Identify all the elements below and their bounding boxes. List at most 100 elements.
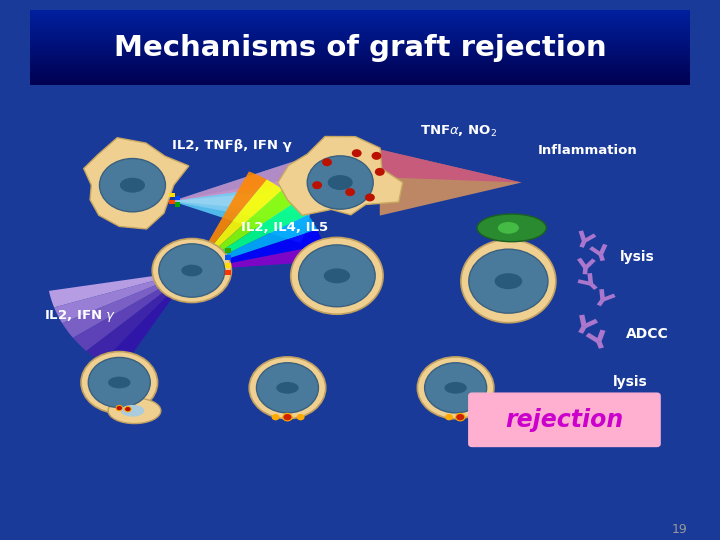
Circle shape [457,414,465,420]
Bar [30,14,690,15]
Bar [30,55,690,56]
Circle shape [469,249,548,313]
Bar [30,29,690,30]
Bar [30,46,690,47]
Bar [30,66,690,67]
Polygon shape [49,271,192,307]
Bar [30,28,690,29]
Text: Mechanisms of graft rejection: Mechanisms of graft rejection [114,33,606,62]
Circle shape [159,244,225,297]
Bar [30,39,690,40]
Circle shape [418,357,494,418]
Circle shape [116,406,122,411]
Polygon shape [102,271,192,372]
Bar [583,233,596,242]
Bar [30,57,690,58]
Polygon shape [172,159,308,201]
Bar [577,258,588,269]
Bar [579,315,587,327]
Ellipse shape [108,398,161,423]
Polygon shape [54,271,192,323]
Bar [30,37,690,38]
Circle shape [283,414,292,421]
Ellipse shape [181,265,202,276]
Bar [30,15,690,16]
Bar [30,83,690,84]
Bar [30,76,690,77]
Bar [582,268,588,274]
Polygon shape [192,230,323,271]
Bar [30,69,690,70]
Bar [30,16,690,17]
Bar [30,59,690,60]
Bar [598,254,605,261]
Bar [30,31,690,32]
Bar [225,248,230,253]
Text: ADCC: ADCC [626,327,668,341]
Circle shape [256,363,318,413]
Bar [30,30,690,31]
Circle shape [271,414,279,420]
Bar [30,77,690,78]
Bar [30,38,690,39]
Bar [30,72,690,73]
Bar [30,52,690,53]
Ellipse shape [444,382,467,394]
Text: rejection: rejection [505,408,624,432]
Ellipse shape [498,222,519,234]
Bar [30,79,690,80]
Ellipse shape [461,240,556,323]
Circle shape [125,407,131,412]
Bar [30,12,690,13]
Bar [30,49,690,50]
Ellipse shape [324,268,350,284]
Polygon shape [84,138,189,229]
Bar [169,193,175,197]
Bar [598,244,608,255]
Bar [30,58,690,59]
Text: TNF$\alpha$, NO$_2$: TNF$\alpha$, NO$_2$ [420,124,498,139]
Polygon shape [379,150,521,183]
Bar [30,71,690,72]
Circle shape [322,158,332,166]
Bar [580,240,586,248]
Ellipse shape [291,238,383,314]
Circle shape [425,363,487,413]
Bar [30,64,690,65]
Polygon shape [172,159,310,243]
Bar [30,70,690,71]
Bar [30,23,690,24]
Bar [30,19,690,21]
Bar [30,63,690,64]
Bar [584,259,596,269]
FancyBboxPatch shape [469,393,660,447]
Bar [30,74,690,75]
Bar [30,24,690,25]
Bar [583,319,598,328]
Polygon shape [62,271,192,338]
Bar [30,81,690,82]
Bar [30,82,690,83]
Polygon shape [172,176,310,227]
Ellipse shape [495,273,522,289]
Circle shape [375,168,384,176]
Polygon shape [192,201,308,271]
Bar [30,60,690,61]
Bar [30,33,690,34]
Bar [30,10,690,11]
Text: lysis: lysis [613,375,648,389]
Polygon shape [73,271,192,351]
Bar [30,51,690,52]
Circle shape [89,357,150,408]
Bar [589,246,602,256]
Polygon shape [192,171,266,271]
Bar [30,42,690,43]
Ellipse shape [328,175,353,190]
Ellipse shape [477,214,546,242]
Bar [30,32,690,33]
Bar [225,263,230,268]
Circle shape [445,414,453,420]
Bar [30,43,690,44]
Circle shape [152,239,231,302]
Polygon shape [192,179,282,271]
